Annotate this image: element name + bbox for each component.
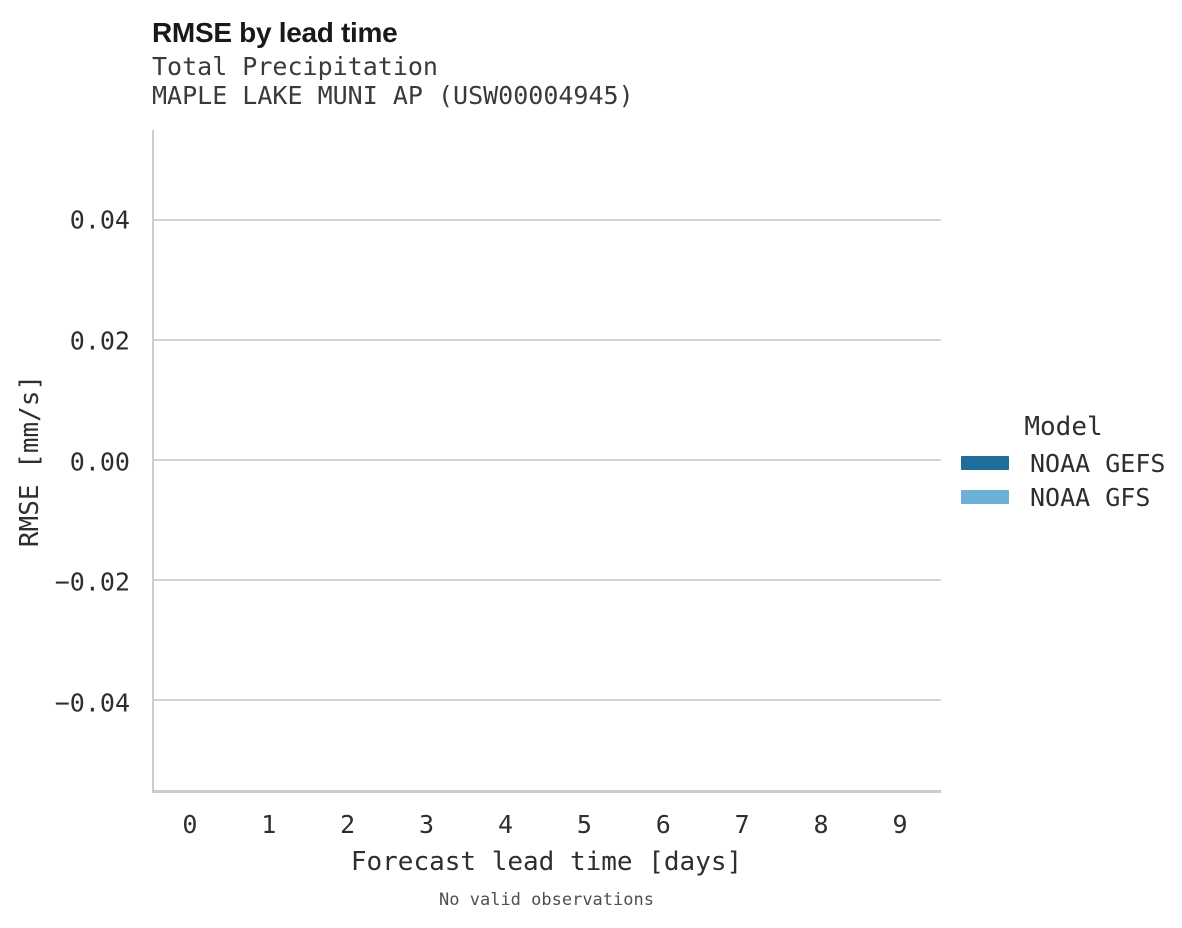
chart-title: RMSE by lead time [152, 17, 398, 48]
chart-subtitle-variable: Total Precipitation [152, 52, 438, 81]
x-tick-labels: 0 1 2 3 4 5 6 7 8 9 [152, 810, 941, 842]
x-tick-label: 6 [655, 810, 671, 839]
y-tick-label: 0.00 [69, 447, 130, 476]
legend-swatch-noaa-gefs [961, 456, 1009, 470]
y-tick-labels: 0.04 0.02 0.00 −0.02 −0.04 [0, 130, 130, 793]
x-tick-label: 7 [734, 810, 750, 839]
legend-label-noaa-gfs: NOAA GFS [1030, 482, 1151, 512]
y-tick-label: −0.02 [54, 567, 130, 597]
legend: Model NOAA GEFS NOAA GFS [961, 412, 1166, 514]
x-tick-label: 1 [261, 810, 277, 839]
legend-label-noaa-gefs: NOAA GEFS [1030, 448, 1166, 478]
x-tick-label: 5 [576, 810, 592, 839]
y-gridline [154, 699, 941, 701]
chart-subtitle-station: MAPLE LAKE MUNI AP (USW00004945) [152, 81, 634, 110]
y-tick-label: 0.04 [69, 205, 130, 235]
y-gridline [154, 459, 941, 461]
y-tick-label: −0.04 [54, 688, 130, 718]
footer-note: No valid observations [439, 890, 654, 910]
y-gridline [154, 219, 941, 221]
legend-entry-noaa-gfs: NOAA GFS [961, 480, 1166, 514]
legend-title: Model [1024, 412, 1103, 442]
plot-area [152, 130, 941, 793]
y-tick-label: 0.02 [69, 326, 130, 356]
x-tick-label: 0 [182, 810, 198, 839]
legend-swatch-noaa-gfs [961, 490, 1009, 504]
x-tick-label: 4 [497, 810, 513, 839]
x-axis-label: Forecast lead time [days] [350, 847, 743, 877]
x-tick-label: 3 [419, 810, 435, 839]
x-tick-label: 8 [813, 810, 829, 839]
y-gridline [154, 579, 941, 581]
y-gridline [154, 339, 941, 341]
x-tick-label: 9 [892, 810, 908, 839]
legend-entry-noaa-gefs: NOAA GEFS [961, 446, 1166, 480]
x-tick-label: 2 [340, 810, 356, 839]
